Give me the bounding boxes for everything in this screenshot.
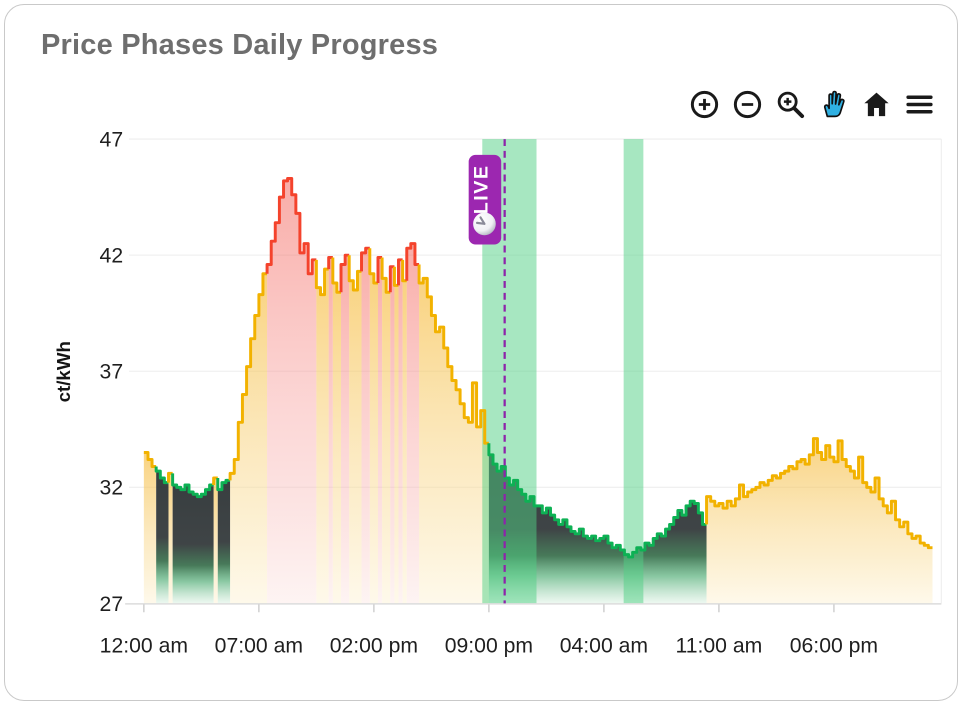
phase-area-expensive: [377, 257, 383, 604]
price-line-normal: [331, 257, 342, 294]
menu-button[interactable]: [904, 89, 935, 120]
phase-area-expensive: [341, 255, 350, 604]
chart-canvas[interactable]: 12:00 am 07:00 am 02:00 pm 09:00 pm 04:00 am…: [5, 5, 957, 700]
price-line-expensive: [360, 246, 370, 272]
live-badge-label: LIVE: [470, 164, 492, 214]
price-phases-card: Price Phases Daily Progress: [4, 4, 958, 701]
phase-area-normal: [402, 280, 407, 604]
price-line-normal: [392, 266, 399, 287]
home-icon: [864, 92, 889, 117]
x-tick-label: 02:00 pm: [330, 635, 418, 658]
phase-area-normal: [369, 273, 378, 604]
phase-area-cheap: [172, 484, 214, 604]
phase-area-normal: [168, 473, 173, 604]
phase-area-expensive: [328, 257, 333, 604]
page-title: Price Phases Daily Progress: [41, 29, 439, 61]
phase-area-normal: [349, 271, 362, 604]
phase-area-normal: [316, 269, 329, 604]
phase-area-cheap: [488, 454, 707, 604]
phase-area-normal: [394, 285, 399, 604]
y-tick-label: 37: [100, 361, 124, 384]
phase-area-normal: [332, 283, 342, 604]
price-line-cheap: [154, 466, 169, 485]
price-line-normal: [347, 255, 362, 292]
phase-area-expensive: [361, 248, 370, 604]
x-tick-label: 06:00 pm: [790, 635, 878, 658]
live-marker: LIVE: [468, 139, 506, 604]
price-line-expensive: [265, 177, 317, 276]
zoom-in-button[interactable]: [689, 89, 720, 120]
y-tick-label: 42: [100, 245, 124, 268]
price-line-layer: [143, 177, 933, 559]
clock-hands: [475, 216, 486, 225]
chart-toolbar: [689, 89, 935, 120]
price-line-cheap: [216, 477, 231, 492]
price-line-cheap: [487, 443, 707, 559]
y-tick-label: 47: [100, 128, 124, 151]
price-line-normal: [143, 450, 157, 468]
price-line-normal: [705, 437, 933, 550]
phase-area-normal: [230, 273, 268, 604]
x-tick-label: 04:00 am: [560, 635, 648, 658]
phase-area-normal: [213, 477, 218, 604]
zoom-out-button[interactable]: [732, 89, 763, 120]
phase-area-expensive: [406, 243, 420, 604]
phase-area-expensive: [267, 178, 317, 604]
phase-area-cheap: [217, 480, 231, 604]
y-tick-label: 32: [100, 477, 124, 500]
phase-area-cheap: [156, 471, 169, 604]
phase-area-normal: [419, 278, 489, 604]
x-tick-label: 11:00 am: [676, 635, 763, 658]
price-line-normal: [228, 272, 268, 481]
x-tick-label: 12:00 am: [100, 635, 188, 658]
magnifier-plus-icon: [777, 91, 805, 119]
axes-layer: 12:00 am 07:00 am 02:00 pm 09:00 pm 04:00 am…: [53, 128, 942, 658]
price-line-normal: [314, 259, 329, 297]
price-line-normal: [417, 264, 489, 445]
price-line-expensive: [339, 253, 350, 293]
home-button[interactable]: [861, 89, 892, 120]
phase-area-expensive: [398, 259, 403, 604]
y-axis-title: ct/kWh: [53, 341, 74, 402]
y-tick-label: 27: [100, 593, 124, 616]
price-line-expensive: [405, 242, 420, 281]
x-tick-label: 07:00 am: [215, 635, 303, 658]
price-line-cheap: [171, 473, 214, 499]
cheap-window-band: [623, 139, 644, 604]
box-zoom-button[interactable]: [775, 89, 806, 120]
pan-button[interactable]: [818, 89, 849, 120]
hamburger-icon: [906, 95, 933, 114]
plus-circle-icon: [690, 90, 719, 119]
phase-area-normal: [382, 278, 391, 604]
price-line-normal: [368, 248, 378, 285]
phase-area-layer: [143, 178, 933, 604]
x-tick-label: 09:00 pm: [445, 635, 533, 658]
phase-area-normal: [143, 452, 157, 604]
minus-circle-icon: [733, 90, 762, 119]
hand-icon: [823, 90, 845, 118]
price-line-normal: [380, 257, 391, 294]
phase-area-expensive: [390, 266, 395, 604]
